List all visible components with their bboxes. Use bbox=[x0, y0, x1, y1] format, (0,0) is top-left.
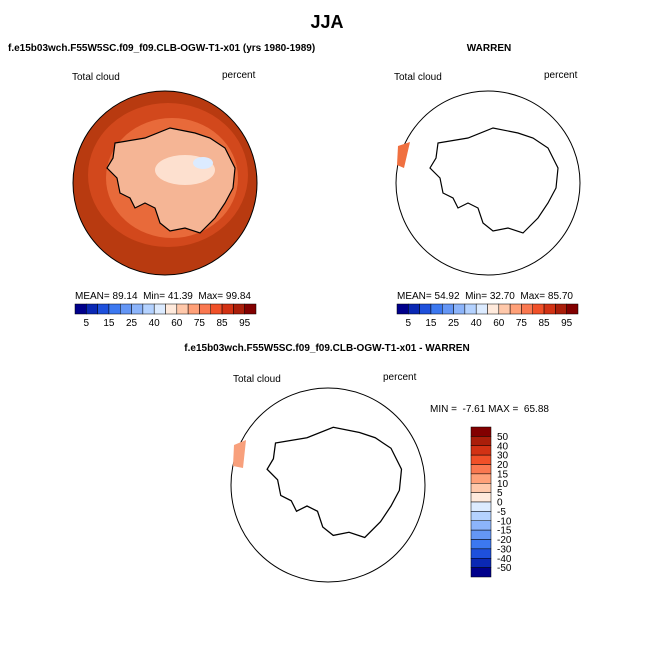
colorbar-box bbox=[566, 303, 579, 315]
colorbar-box bbox=[487, 303, 500, 315]
stats: MIN = -7.61 MAX = 65.88 bbox=[430, 404, 549, 415]
panel-title: f.e15b03wch.F55W5SC.f09_f09.CLB-OGW-T1-x… bbox=[8, 43, 315, 54]
colorbar-label: 40 bbox=[471, 318, 483, 329]
colorbar-label: 20 bbox=[497, 460, 509, 471]
colorbar-box bbox=[464, 303, 477, 315]
colorbar-box bbox=[470, 539, 492, 550]
colorbar-box bbox=[142, 303, 155, 315]
colorbar-box bbox=[442, 303, 454, 315]
colorbar-box bbox=[165, 303, 178, 315]
colorbar-box bbox=[210, 303, 223, 315]
map bbox=[395, 90, 581, 276]
colorbar-box bbox=[396, 303, 409, 315]
colorbar-label: -15 bbox=[497, 526, 512, 537]
colorbar-label: -10 bbox=[497, 516, 512, 527]
colorbar-box bbox=[521, 303, 533, 315]
colorbar-box bbox=[430, 303, 443, 315]
colorbar-box bbox=[509, 303, 522, 315]
colorbar-box bbox=[555, 303, 567, 315]
colorbar-box bbox=[470, 492, 492, 503]
colorbar-box bbox=[97, 303, 110, 315]
colorbar-box bbox=[470, 426, 492, 437]
colorbar-box bbox=[233, 303, 245, 315]
colorbar-label: 15 bbox=[425, 318, 437, 329]
stats: MEAN= 89.14 Min= 41.39 Max= 99.84 bbox=[75, 291, 251, 302]
colorbar-box bbox=[470, 548, 492, 559]
colorbar-box bbox=[470, 501, 492, 512]
colorbar-label: 95 bbox=[561, 318, 573, 329]
colorbar-label: 25 bbox=[126, 318, 138, 329]
units-label: percent bbox=[544, 70, 578, 81]
colorbar-label: 75 bbox=[516, 318, 528, 329]
panel-title: WARREN bbox=[467, 43, 511, 54]
colorbar-label: 60 bbox=[171, 318, 183, 329]
colorbar-box bbox=[470, 567, 492, 578]
units-label: percent bbox=[222, 70, 256, 81]
figure-title: JJA bbox=[310, 12, 343, 32]
colorbar-label: 30 bbox=[497, 451, 509, 462]
colorbar-box bbox=[120, 303, 132, 315]
colorbar-box bbox=[470, 445, 492, 456]
colorbar-label: 5 bbox=[406, 318, 412, 329]
variable-label: Total cloud bbox=[394, 72, 442, 83]
colorbar-box bbox=[470, 511, 492, 521]
colorbar-box bbox=[408, 303, 420, 315]
colorbar-box bbox=[470, 529, 492, 540]
colorbar-box bbox=[498, 303, 511, 315]
map bbox=[230, 387, 426, 583]
stats: MEAN= 54.92 Min= 32.70 Max= 85.70 bbox=[397, 291, 573, 302]
colorbar: 5 15 25 40 60 75 85 95 bbox=[396, 303, 579, 329]
colorbar-box bbox=[470, 558, 492, 568]
colorbar-box bbox=[470, 473, 492, 484]
colorbar-label: 85 bbox=[217, 318, 229, 329]
colorbar-label: 40 bbox=[149, 318, 161, 329]
colorbar-label: 85 bbox=[539, 318, 551, 329]
colorbar-box bbox=[153, 303, 166, 315]
colorbar-box bbox=[419, 303, 432, 315]
colorbar-label: 15 bbox=[497, 469, 509, 480]
colorbar-label: -30 bbox=[497, 544, 512, 555]
variable-label: Total cloud bbox=[72, 72, 120, 83]
colorbar-label: 15 bbox=[103, 318, 115, 329]
colorbar-box bbox=[470, 436, 492, 446]
colorbar-label: 5 bbox=[497, 488, 503, 499]
colorbar-box bbox=[470, 464, 492, 475]
variable-label: Total cloud bbox=[233, 374, 281, 385]
colorbar-label: 10 bbox=[497, 479, 509, 490]
colorbar-box bbox=[74, 303, 87, 315]
colorbar-label: 95 bbox=[239, 318, 251, 329]
colorbar-box bbox=[244, 303, 257, 315]
colorbar-box bbox=[187, 303, 200, 315]
colorbar-box bbox=[453, 303, 466, 315]
colorbar-label: 40 bbox=[497, 441, 509, 452]
colorbar-label: 0 bbox=[497, 498, 503, 509]
colorbar-label: 5 bbox=[84, 318, 90, 329]
map bbox=[72, 90, 258, 276]
colorbar-box bbox=[532, 303, 545, 315]
colorbar-label: 50 bbox=[497, 432, 509, 443]
panel-title: f.e15b03wch.F55W5SC.f09_f09.CLB-OGW-T1-x… bbox=[184, 343, 469, 354]
colorbar-label: 60 bbox=[493, 318, 505, 329]
colorbar-label: -40 bbox=[497, 554, 512, 565]
colorbar-box bbox=[176, 303, 189, 315]
colorbar-label: 75 bbox=[194, 318, 206, 329]
colorbar-box bbox=[470, 483, 492, 493]
colorbar-box bbox=[543, 303, 556, 315]
colorbar-box bbox=[199, 303, 211, 315]
colorbar-box bbox=[475, 303, 488, 315]
units-label: percent bbox=[383, 372, 417, 383]
colorbar-box bbox=[108, 303, 121, 315]
colorbar-box bbox=[470, 454, 492, 465]
colorbar-box bbox=[131, 303, 144, 315]
colorbar-label: -50 bbox=[497, 563, 512, 574]
colorbar-box bbox=[470, 520, 492, 531]
colorbar-label: -20 bbox=[497, 535, 512, 546]
colorbar-label: -5 bbox=[497, 507, 506, 518]
colorbar-box bbox=[86, 303, 98, 315]
colorbar-label: 25 bbox=[448, 318, 460, 329]
colorbar-box bbox=[221, 303, 234, 315]
colorbar: 5 15 25 40 60 75 85 95 bbox=[74, 303, 257, 329]
